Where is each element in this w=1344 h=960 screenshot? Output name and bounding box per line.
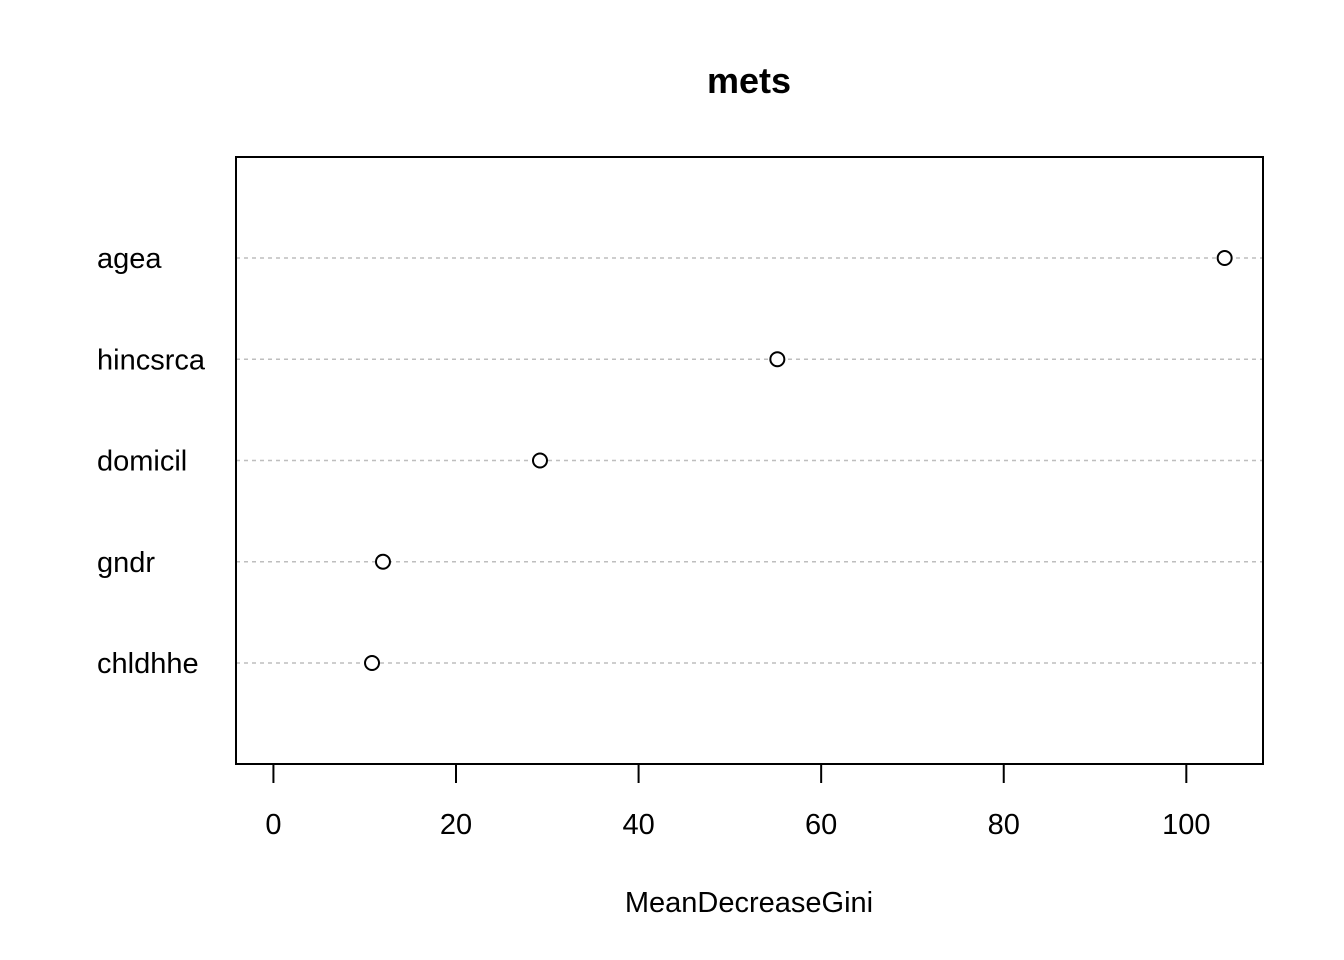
- category-label-chldhhe: chldhhe: [97, 648, 199, 680]
- category-labels: agea hincsrca domicil gndr chldhhe: [97, 243, 206, 680]
- x-tick-label: 100: [1162, 809, 1210, 841]
- chart-title: mets: [707, 60, 791, 101]
- x-tick-label: 0: [265, 809, 281, 841]
- x-tick-label: 80: [988, 809, 1020, 841]
- category-label-domicil: domicil: [97, 446, 187, 478]
- data-point-agea: [1216, 250, 1233, 266]
- data-point-gndr: [374, 553, 391, 570]
- x-axis: 0 20 40 60 80 100: [265, 763, 1211, 841]
- x-tick-label: 20: [440, 809, 472, 841]
- x-tick-label: 60: [805, 809, 837, 841]
- grid-lines: [236, 257, 1263, 664]
- data-point-hincsrca: [769, 351, 786, 368]
- data-point-chldhhe: [364, 655, 381, 671]
- x-axis-label: MeanDecreaseGini: [625, 887, 873, 919]
- data-points: [364, 250, 1233, 671]
- x-tick-label: 40: [622, 809, 654, 841]
- category-label-gndr: gndr: [97, 547, 155, 579]
- category-label-hincsrca: hincsrca: [97, 344, 206, 376]
- category-label-agea: agea: [97, 243, 162, 275]
- data-point-domicil: [531, 452, 548, 469]
